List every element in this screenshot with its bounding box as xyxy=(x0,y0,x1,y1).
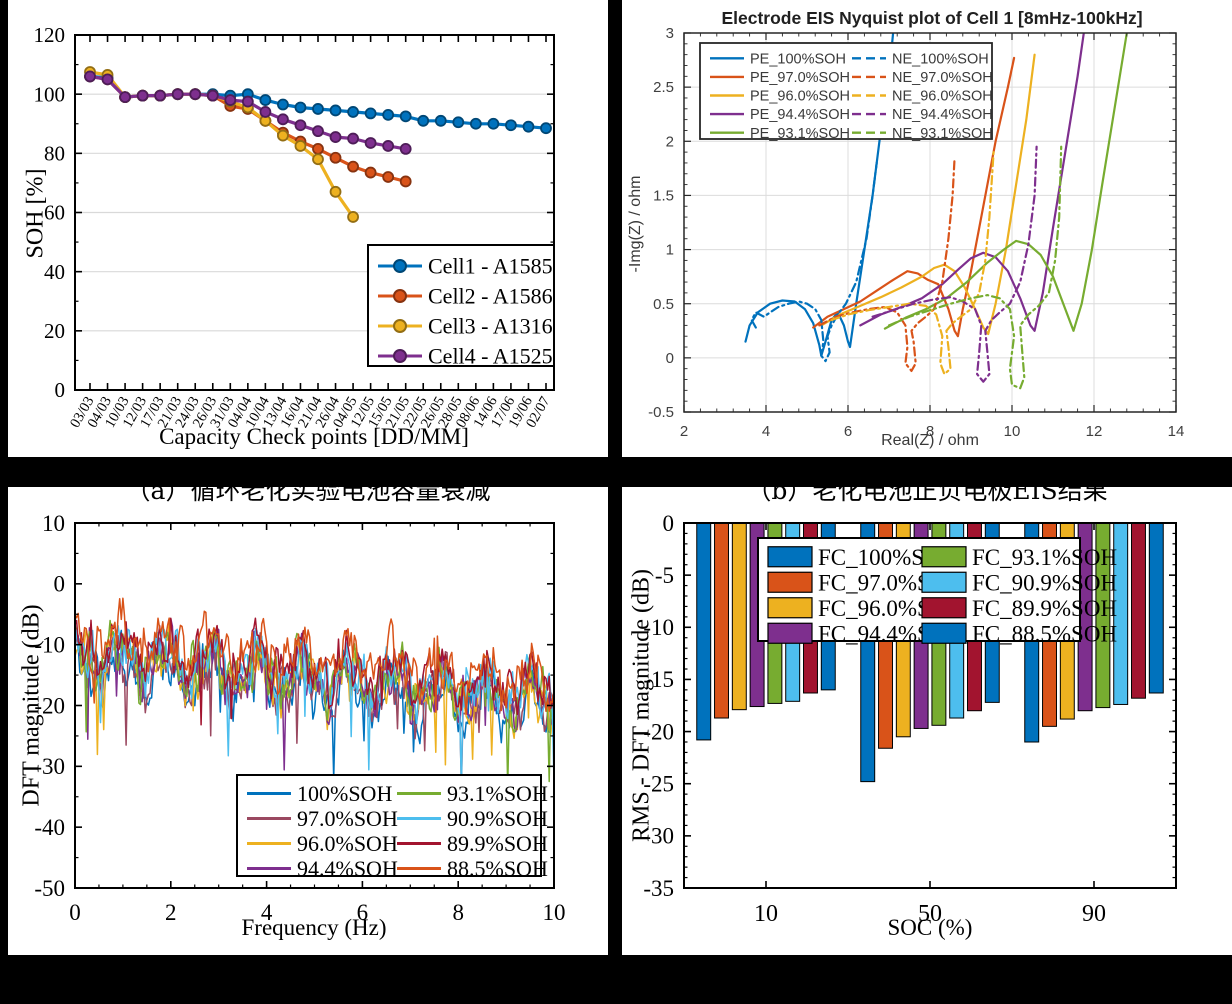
svg-text:NE_94.4%SOH: NE_94.4%SOH xyxy=(892,107,993,123)
svg-text:10: 10 xyxy=(1004,423,1021,440)
dft-y-axis-label: DFT magnitude (dB) xyxy=(18,604,45,807)
svg-text:PE_96.0%SOH: PE_96.0%SOH xyxy=(750,89,850,105)
svg-text:1.5: 1.5 xyxy=(653,188,674,205)
svg-text:60: 60 xyxy=(44,201,65,225)
svg-text:-50: -50 xyxy=(34,876,65,901)
svg-text:6: 6 xyxy=(844,423,852,440)
svg-text:0: 0 xyxy=(55,378,66,402)
nyquist-y-axis-label: -Img(Z) / ohm xyxy=(627,175,644,273)
center-black-strip xyxy=(608,0,622,1004)
svg-text:Cell3 - A1316: Cell3 - A1316 xyxy=(428,314,553,339)
svg-text:-30: -30 xyxy=(643,824,674,849)
svg-text:2: 2 xyxy=(666,133,674,150)
svg-text:4: 4 xyxy=(762,423,770,440)
svg-text:FC_93.1%SOH: FC_93.1%SOH xyxy=(972,545,1117,570)
rms-y-axis-label: RMS - DFT magnitude (dB) xyxy=(628,569,655,842)
svg-text:1: 1 xyxy=(666,242,674,259)
dft-x-axis-label: Frequency (Hz) xyxy=(241,915,387,940)
svg-text:NE_97.0%SOH: NE_97.0%SOH xyxy=(892,70,993,86)
svg-text:-15: -15 xyxy=(643,667,674,692)
svg-text:100: 100 xyxy=(34,82,66,106)
left-black-strip xyxy=(0,0,8,1004)
svg-text:NE_100%SOH: NE_100%SOH xyxy=(892,51,989,67)
svg-text:93.1%SOH: 93.1%SOH xyxy=(447,781,548,806)
svg-text:12: 12 xyxy=(1086,423,1103,440)
svg-text:0: 0 xyxy=(69,900,81,925)
panel-rms-bar-chart: 0 -5 -10 -15 -20 -25 -30 -35 10 50 90 FC_100%SOH FC_… xyxy=(622,487,1232,955)
svg-text:2: 2 xyxy=(165,900,177,925)
rms-x-axis-label: SOC (%) xyxy=(887,915,973,940)
nyquist-x-axis-label: Real(Z) / ohm xyxy=(881,432,979,449)
svg-text:Cell2 - A1586: Cell2 - A1586 xyxy=(428,284,553,309)
middle-black-band xyxy=(0,457,1232,487)
svg-text:NE_93.1%SOH: NE_93.1%SOH xyxy=(892,126,993,142)
svg-text:10: 10 xyxy=(543,900,566,925)
svg-text:0: 0 xyxy=(663,511,675,536)
svg-text:-30: -30 xyxy=(34,754,65,779)
svg-text:0: 0 xyxy=(666,350,674,367)
svg-text:-20: -20 xyxy=(34,693,65,718)
soh-x-axis-label: Capacity Check points [DD/MM] xyxy=(159,424,469,449)
svg-text:14: 14 xyxy=(1168,423,1185,440)
svg-text:FC_89.9%SOH: FC_89.9%SOH xyxy=(972,596,1117,621)
svg-text:96.0%SOH: 96.0%SOH xyxy=(297,831,398,856)
panel-nyquist-chart: -0.5 0 0.5 1 1.5 2 2.5 3 2 4 6 8 10 12 14 PE_100%SOH PE_… xyxy=(622,0,1232,457)
svg-text:80: 80 xyxy=(44,141,65,165)
svg-text:8: 8 xyxy=(926,423,934,440)
svg-text:97.0%SOH: 97.0%SOH xyxy=(297,806,398,831)
svg-text:Cell4 - A1525: Cell4 - A1525 xyxy=(428,344,553,369)
svg-text:94.4%SOH: 94.4%SOH xyxy=(297,856,398,881)
svg-text:PE_97.0%SOH: PE_97.0%SOH xyxy=(750,70,850,86)
svg-text:-10: -10 xyxy=(643,615,674,640)
panel-soh-chart: 0 20 40 60 80 100 120 03/03 04/03 10/03 12/03 17/03… xyxy=(8,0,608,457)
svg-text:4: 4 xyxy=(261,900,273,925)
svg-text:0: 0 xyxy=(54,572,66,597)
svg-text:90: 90 xyxy=(1082,901,1106,927)
svg-text:100%SOH: 100%SOH xyxy=(297,781,392,806)
svg-text:-25: -25 xyxy=(643,772,674,797)
svg-text:89.9%SOH: 89.9%SOH xyxy=(447,831,548,856)
svg-text:90.9%SOH: 90.9%SOH xyxy=(447,806,548,831)
svg-text:PE_100%SOH: PE_100%SOH xyxy=(750,51,846,67)
bottom-black-band xyxy=(0,955,1232,1004)
svg-text:2: 2 xyxy=(680,423,688,440)
svg-text:0.5: 0.5 xyxy=(653,296,674,313)
svg-text:10: 10 xyxy=(42,511,65,536)
svg-text:3: 3 xyxy=(666,25,674,42)
soh-line-chart: 02040608010012003/0304/0310/0312/0317/03… xyxy=(34,23,555,431)
svg-text:FC_88.5%SOH: FC_88.5%SOH xyxy=(972,621,1117,646)
svg-text:8: 8 xyxy=(452,900,464,925)
nyquist-title: Electrode EIS Nyquist plot of Cell 1 [8m… xyxy=(721,8,1143,28)
svg-text:6: 6 xyxy=(357,900,369,925)
svg-text:-10: -10 xyxy=(34,632,65,657)
svg-text:PE_94.4%SOH: PE_94.4%SOH xyxy=(750,107,850,123)
svg-text:PE_93.1%SOH: PE_93.1%SOH xyxy=(750,126,850,142)
svg-text:Cell1 - A1585: Cell1 - A1585 xyxy=(428,254,553,279)
svg-text:NE_96.0%SOH: NE_96.0%SOH xyxy=(892,89,993,105)
svg-text:40: 40 xyxy=(44,260,65,284)
svg-text:20: 20 xyxy=(44,319,65,343)
svg-text:FC_90.9%SOH: FC_90.9%SOH xyxy=(972,570,1117,595)
svg-text:-40: -40 xyxy=(34,815,65,840)
soh-y-axis-label: SOH [%] xyxy=(22,168,49,259)
svg-text:-5: -5 xyxy=(655,563,674,588)
svg-text:-35: -35 xyxy=(643,876,674,901)
panel-dft-chart: 10 0 -10 -20 -30 -40 -50 0 2 4 6 8 10 100%SOH 97.0%SOH… xyxy=(8,487,608,955)
dft-line-chart: 100-10-20-30-40-500 2 4 6 8 10100%SOH97.0%SOH… xyxy=(34,511,566,925)
svg-text:-20: -20 xyxy=(643,719,674,744)
svg-text:120: 120 xyxy=(34,23,66,47)
svg-text:88.5%SOH: 88.5%SOH xyxy=(447,856,548,881)
svg-text:10: 10 xyxy=(754,901,778,927)
nyquist-chart: -0.5 0 0.5 1 1.5 2 2.5 3 2 4 6 8 10 12 14 PE_100%SOH PE_… xyxy=(648,25,1185,440)
svg-text:2.5: 2.5 xyxy=(653,79,674,96)
svg-text:-0.5: -0.5 xyxy=(648,404,674,421)
svg-text:50: 50 xyxy=(918,901,942,927)
